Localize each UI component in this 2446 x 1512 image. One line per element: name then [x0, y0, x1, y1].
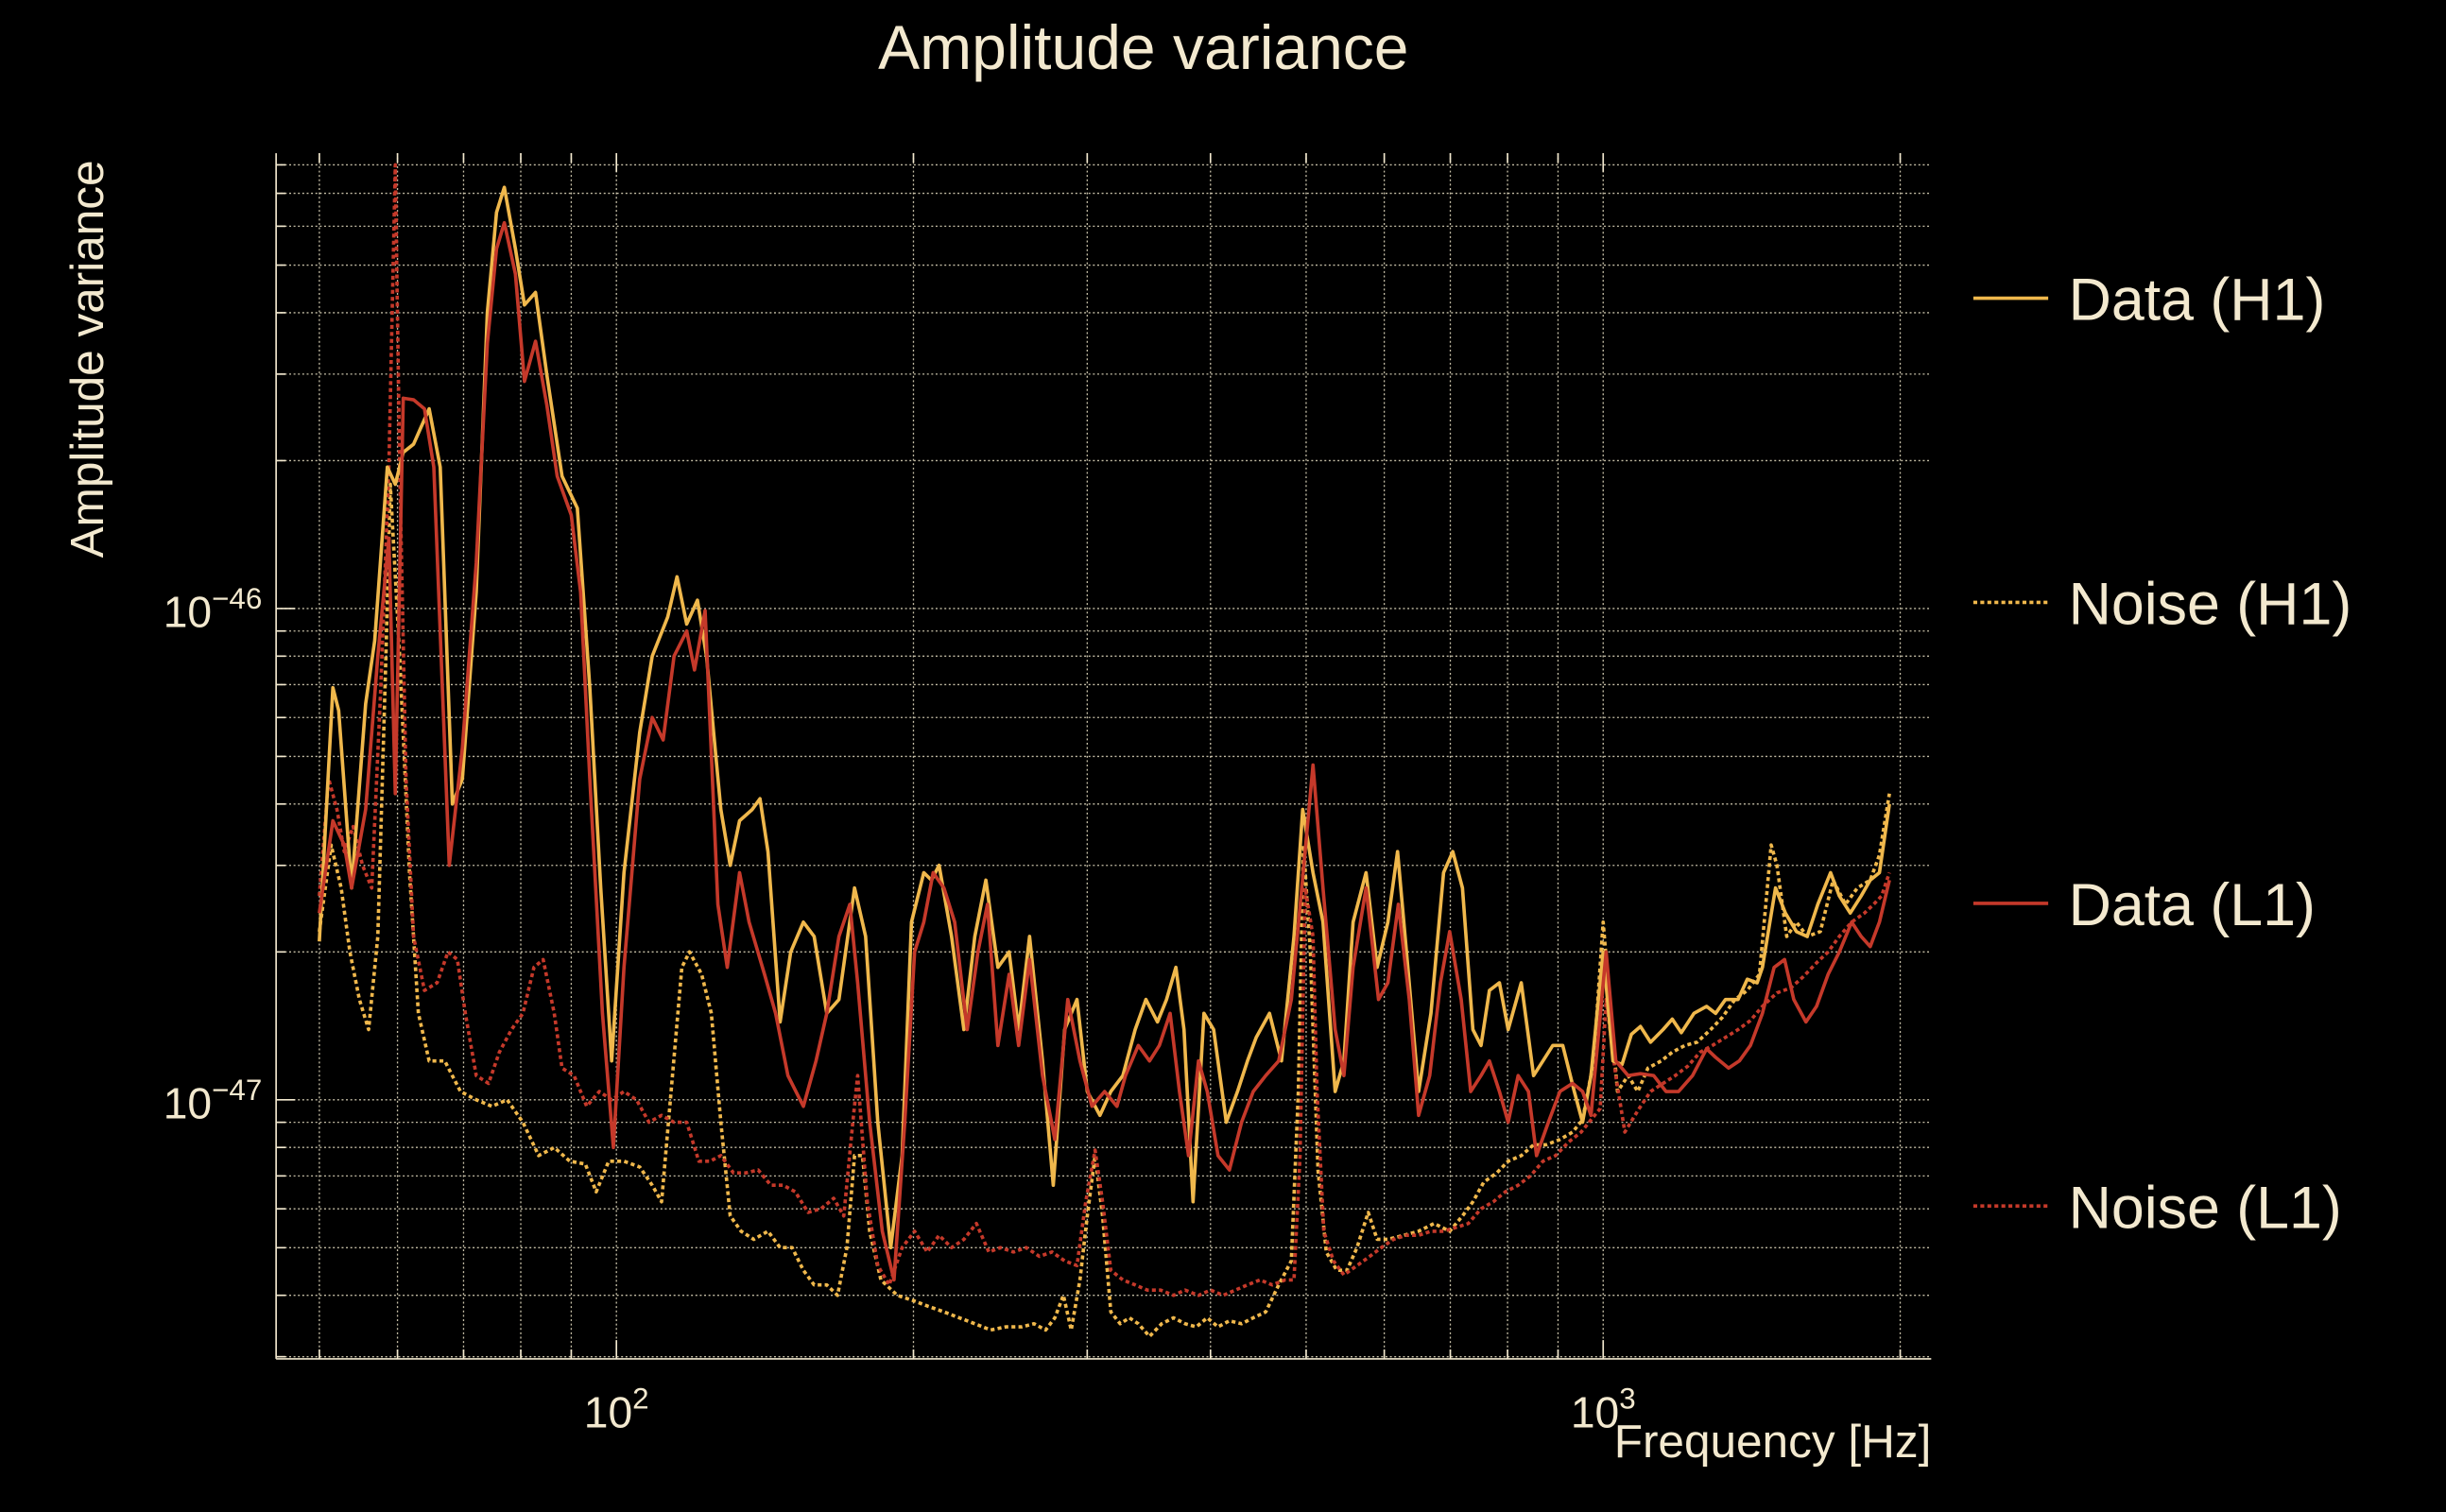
- series-line-data-h1: [318, 185, 1891, 1250]
- y-axis-label: Amplitude variance: [61, 160, 113, 558]
- chart-title: Amplitude variance: [878, 12, 1408, 82]
- legend-item: Data (L1): [1972, 872, 2316, 938]
- tick-labels: 102 103 10−46 10−47: [164, 582, 1636, 1437]
- legend-item: Noise (L1): [1972, 1175, 2342, 1241]
- legend-label: Noise (H1): [2069, 572, 2352, 638]
- legend-item: Noise (H1): [1972, 572, 2352, 638]
- legend-label: Noise (L1): [2069, 1175, 2342, 1241]
- legend-label: Data (L1): [2069, 872, 2316, 938]
- x-tick-label: 103: [1571, 1383, 1636, 1437]
- axes: [275, 153, 1932, 1360]
- y-tick-label: 10−46: [164, 582, 263, 637]
- gridlines: [276, 153, 1932, 1359]
- legend: Data (H1) Noise (H1) Data (L1) Noise (L1): [1972, 267, 2352, 1241]
- series-lines: [318, 163, 1891, 1338]
- x-axis-label: Frequency [Hz]: [1614, 1416, 1932, 1468]
- y-tick-label: 10−47: [164, 1074, 263, 1128]
- legend-label: Data (H1): [2069, 267, 2326, 334]
- legend-item: Data (H1): [1972, 267, 2326, 334]
- series-line-data-l1: [318, 220, 1891, 1282]
- x-tick-label: 102: [584, 1383, 649, 1437]
